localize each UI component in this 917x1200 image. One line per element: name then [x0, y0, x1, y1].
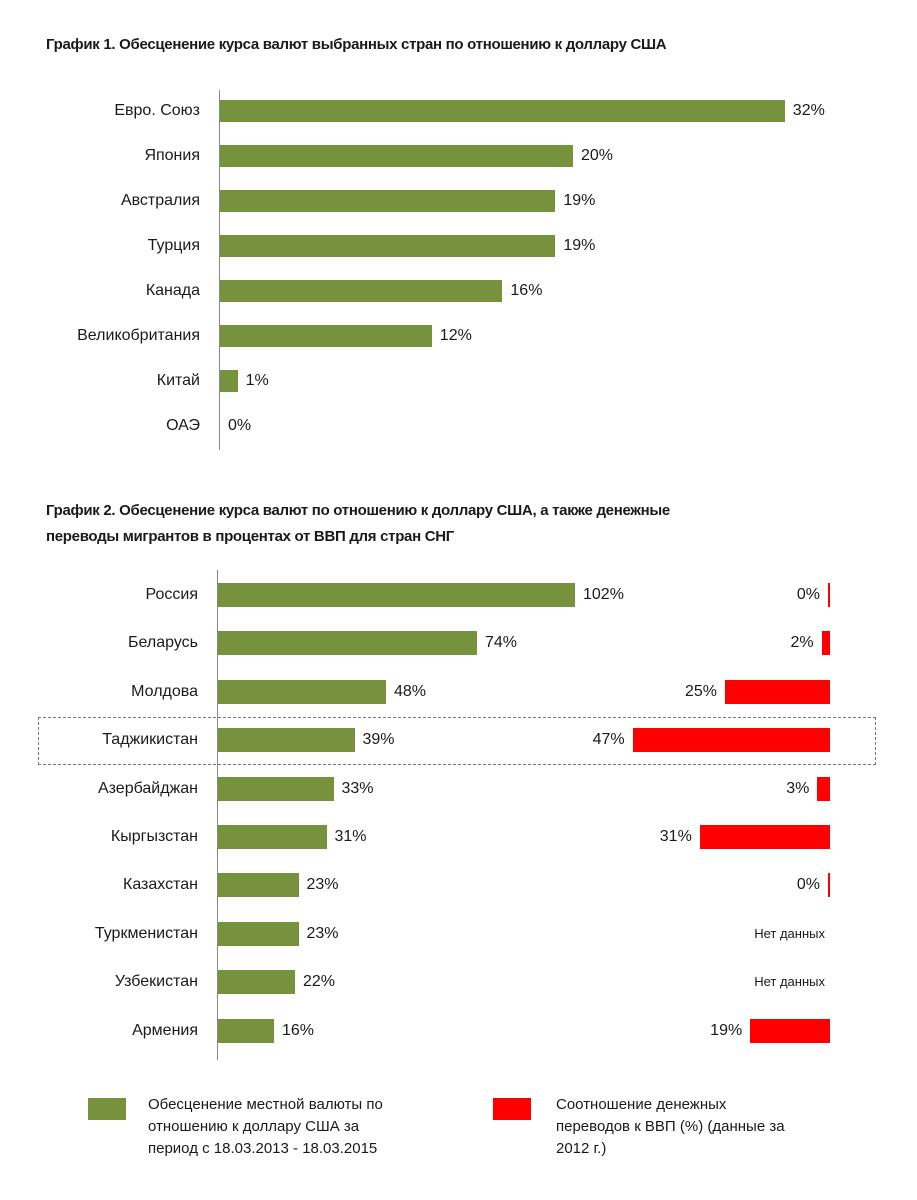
data-label: 25%	[684, 682, 717, 700]
category-label: Армения	[132, 1021, 198, 1039]
bar	[220, 100, 785, 122]
legend-label: отношению к доллару США за	[148, 1118, 360, 1135]
data-label: 1%	[245, 372, 269, 389]
legend-label: 2012 г.)	[556, 1140, 607, 1157]
data-label: 23%	[306, 924, 339, 942]
category-label: Таджикистан	[102, 731, 198, 749]
bar-devaluation	[218, 825, 327, 849]
legend-label: период с 18.03.2013 - 18.03.2015	[148, 1140, 378, 1157]
data-label: 31%	[659, 828, 692, 845]
data-label: 33%	[341, 779, 374, 797]
data-label: 0%	[796, 876, 820, 894]
category-label: ОАЭ	[166, 417, 200, 434]
data-label: 47%	[592, 731, 625, 749]
bar-devaluation	[218, 873, 299, 898]
data-label: 32%	[792, 102, 825, 119]
data-label: 16%	[510, 282, 543, 299]
bar-devaluation	[218, 679, 386, 704]
bar	[220, 235, 556, 257]
highlight-box	[38, 717, 876, 765]
bar-remittance	[817, 776, 830, 801]
legend-swatch	[493, 1098, 531, 1120]
chart1-title: График 1. Обесценение курса валют выбран…	[46, 36, 667, 53]
category-label: Австралия	[120, 192, 200, 209]
data-label: 16%	[282, 1021, 315, 1039]
bar-remittance	[750, 1018, 830, 1043]
category-label: Казахстан	[123, 876, 198, 894]
no-data-label: Нет данных	[754, 925, 825, 941]
bar-devaluation	[218, 583, 575, 607]
bar	[220, 280, 503, 302]
category-label: Канада	[145, 282, 200, 299]
category-label: Китай	[156, 372, 200, 389]
category-label: Япония	[144, 147, 200, 164]
bar	[220, 145, 573, 167]
bar-devaluation	[218, 921, 299, 946]
category-label: Узбекистан	[114, 973, 198, 991]
data-label: 19%	[563, 192, 596, 209]
legend-swatch	[88, 1098, 126, 1120]
category-label: Евро. Союз	[114, 102, 200, 119]
data-label: 74%	[485, 634, 518, 652]
legend-label: Соотношение денежных	[556, 1096, 727, 1113]
bar-remittance	[828, 873, 830, 898]
chart1-axis	[219, 90, 220, 450]
bar-devaluation	[218, 776, 334, 801]
data-label: 0%	[796, 586, 820, 603]
data-label: 39%	[362, 731, 395, 749]
no-data-label: Нет данных	[754, 974, 825, 990]
data-label: 48%	[394, 682, 427, 700]
bar-remittance	[828, 583, 830, 607]
category-label: Туркменистан	[94, 924, 198, 942]
data-label: 19%	[710, 1021, 743, 1039]
data-label: 23%	[306, 876, 339, 894]
bar-remittance	[821, 631, 830, 656]
bar	[220, 190, 556, 212]
data-label: 2%	[790, 634, 814, 652]
data-label: 20%	[581, 147, 614, 164]
category-label: Турция	[147, 237, 200, 254]
chart2-axis	[217, 570, 218, 1060]
legend-label: переводов к ВВП (%) (данные за	[556, 1118, 785, 1135]
data-label: 12%	[439, 327, 472, 344]
category-label: Великобритания	[77, 327, 200, 344]
legend-label: Обесценение местной валюты по	[148, 1096, 383, 1113]
category-label: Россия	[145, 586, 198, 603]
bar-devaluation	[218, 970, 295, 995]
data-label: 22%	[303, 973, 336, 991]
category-label: Беларусь	[128, 634, 198, 652]
bar-remittance	[699, 825, 830, 849]
data-label: 19%	[563, 237, 596, 254]
bar-remittance	[725, 679, 830, 704]
bar-devaluation	[218, 728, 355, 753]
data-label: 0%	[228, 417, 252, 434]
bar	[220, 370, 238, 392]
bar	[220, 325, 432, 347]
bar-devaluation	[218, 1018, 274, 1043]
data-label: 3%	[786, 779, 810, 797]
category-label: Кыргызстан	[110, 828, 198, 845]
chart2-title-line2: переводы мигрантов в процентах от ВВП дл…	[46, 528, 454, 545]
bar-remittance	[632, 728, 830, 753]
chart2-title-line1: График 2. Обесценение курса валют по отн…	[46, 502, 670, 519]
category-label: Азербайджан	[97, 779, 198, 797]
bar-devaluation	[218, 631, 477, 656]
data-label: 31%	[334, 828, 367, 845]
data-label: 102%	[583, 586, 624, 603]
category-label: Молдова	[131, 682, 198, 700]
